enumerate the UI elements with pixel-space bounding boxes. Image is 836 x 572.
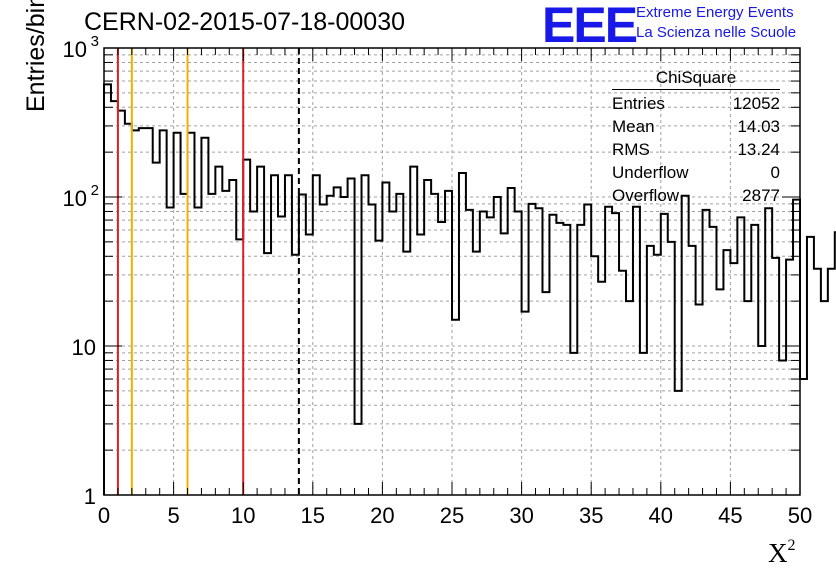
logo-subtitle-line1: Extreme Energy Events (636, 4, 794, 21)
y-tick-label: 1 (84, 484, 96, 509)
stats-value: 12052 (732, 94, 780, 113)
x-tick-label: 40 (649, 503, 673, 528)
y-tick-label-exponent: 3 (91, 33, 99, 50)
stats-value: 13.24 (737, 140, 780, 159)
stats-value: 14.03 (737, 117, 780, 136)
stats-label: Mean (612, 117, 655, 136)
x-tick-label: 10 (231, 503, 255, 528)
x-tick-label: 45 (718, 503, 742, 528)
x-tick-label: 35 (579, 503, 603, 528)
y-tick-label: 10 (63, 186, 87, 211)
eee-logo: EEE (542, 0, 638, 53)
stats-value: 2877 (742, 186, 780, 205)
stats-row-underflow: Underflow 0 (612, 161, 780, 184)
x-tick-label: 30 (509, 503, 533, 528)
stats-label: RMS (612, 140, 650, 159)
stats-divider (612, 89, 780, 90)
stats-label: Entries (612, 94, 665, 113)
logo-subtitle-line2: La Scienza nelle Scuole (636, 24, 797, 41)
x-tick-label: 0 (98, 503, 110, 528)
x-tick-label: 20 (370, 503, 394, 528)
stats-label: Underflow (612, 163, 689, 182)
y-tick-label: 10 (63, 37, 87, 62)
x-axis-label: X2 (768, 537, 796, 568)
stats-row-overflow: Overflow 2877 (612, 184, 780, 207)
stats-row-rms: RMS 13.24 (612, 138, 780, 161)
stats-title: ChiSquare (655, 68, 737, 87)
x-tick-label: 50 (788, 503, 812, 528)
y-tick-label-exponent: 2 (91, 182, 99, 199)
x-tick-label: 25 (440, 503, 464, 528)
stats-value: 0 (770, 163, 780, 182)
y-tick-label: 10 (72, 335, 96, 360)
stats-row-entries: Entries 12052 (612, 92, 780, 115)
stats-label: Overflow (612, 186, 680, 205)
x-tick-label: 15 (301, 503, 325, 528)
x-tick-label: 5 (167, 503, 179, 528)
stats-row-mean: Mean 14.03 (612, 115, 780, 138)
run-title: CERN-02-2015-07-18-00030 (84, 8, 406, 36)
stats-box: ChiSquare Entries 12052 Mean 14.03 RMS 13.2… (612, 68, 780, 207)
histogram-series (103, 83, 836, 495)
y-axis-label: Entries/bin (22, 0, 50, 112)
